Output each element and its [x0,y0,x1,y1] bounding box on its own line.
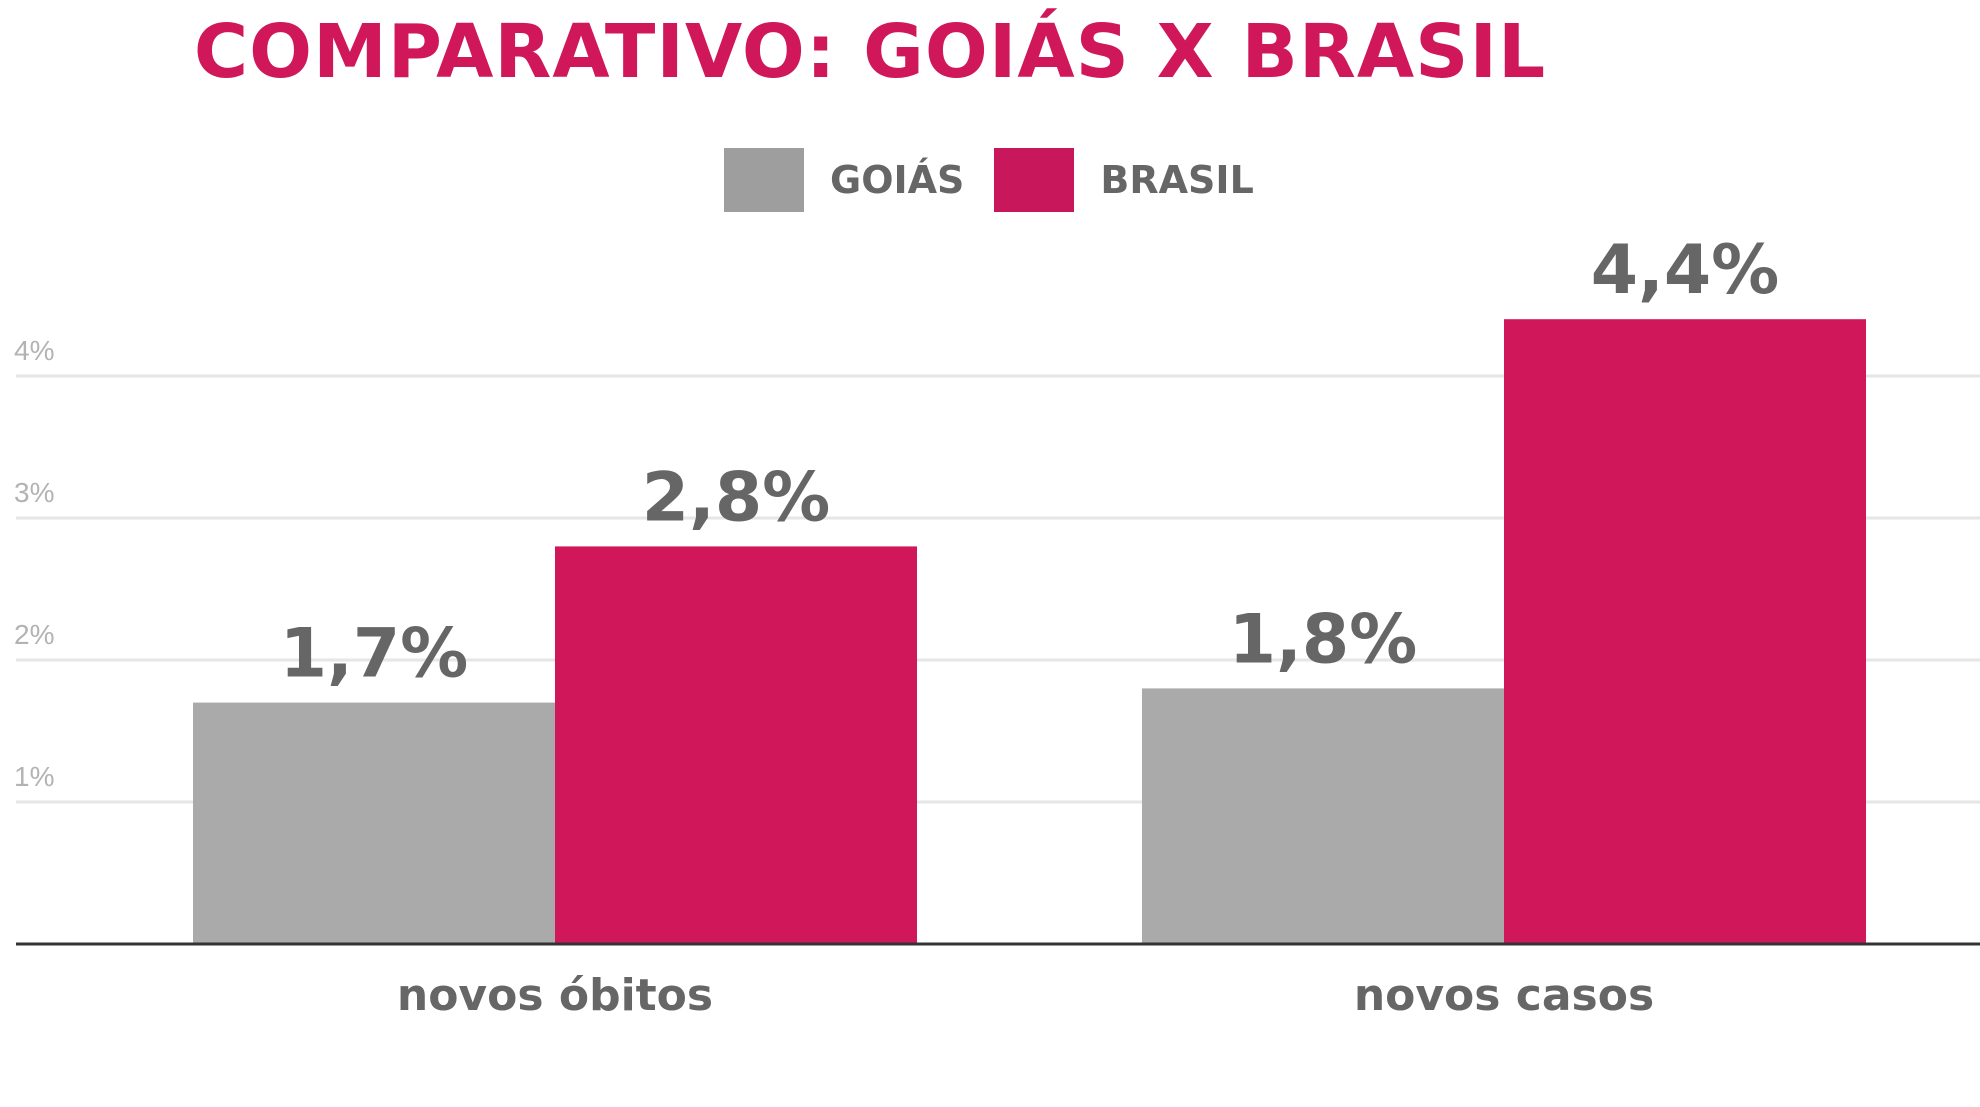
data-label: 4,4% [1591,231,1780,310]
legend-item-brasil: BRASIL [994,148,1254,212]
x-category-label: novos óbitos [397,970,713,1021]
chart-title: COMPARATIVO: GOIÁS X BRASIL [193,9,1547,95]
data-label: 2,8% [642,458,831,537]
y-tick-label: 2% [14,619,54,650]
legend-label-brasil: BRASIL [1100,158,1254,202]
y-tick-label: 4% [14,335,54,366]
legend-item-goias: GOIÁS [724,148,964,212]
bar [1142,688,1504,944]
legend-label-goias: GOIÁS [830,158,965,202]
bar [1504,319,1866,944]
legend-swatch-brasil [994,148,1075,212]
y-tick-label: 1% [14,761,54,792]
y-tick-label: 3% [14,477,54,508]
data-label: 1,8% [1229,600,1418,679]
data-label: 1,7% [280,615,469,694]
bar [193,702,555,944]
legend: GOIÁS BRASIL [724,148,1284,212]
x-category-label: novos casos [1354,970,1654,1021]
bar [555,546,917,944]
legend-swatch-goias [724,148,804,212]
